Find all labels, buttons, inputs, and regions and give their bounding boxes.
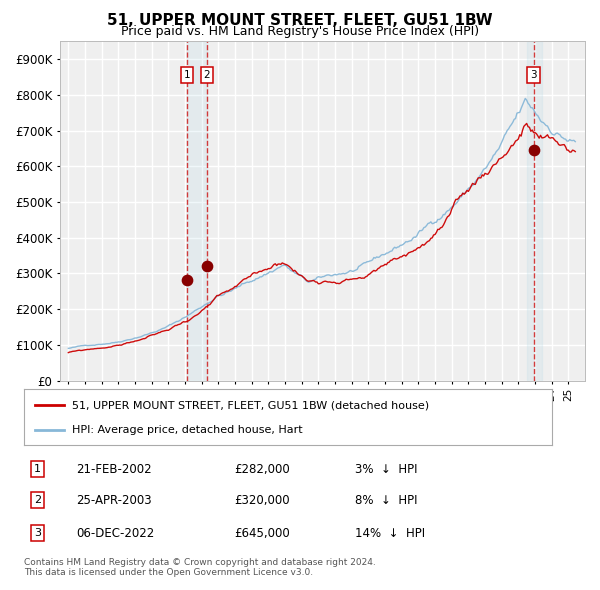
Point xyxy=(529,146,538,155)
Text: 14%  ↓  HPI: 14% ↓ HPI xyxy=(355,526,425,540)
Text: 51, UPPER MOUNT STREET, FLEET, GU51 1BW: 51, UPPER MOUNT STREET, FLEET, GU51 1BW xyxy=(107,13,493,28)
Text: 2: 2 xyxy=(34,495,41,505)
Bar xyxy=(527,41,542,381)
Text: Price paid vs. HM Land Registry's House Price Index (HPI): Price paid vs. HM Land Registry's House … xyxy=(121,25,479,38)
Text: £645,000: £645,000 xyxy=(234,526,290,540)
Text: 8%  ↓  HPI: 8% ↓ HPI xyxy=(355,493,418,507)
Text: 3%  ↓  HPI: 3% ↓ HPI xyxy=(355,463,418,476)
Text: £282,000: £282,000 xyxy=(234,463,290,476)
Text: 06-DEC-2022: 06-DEC-2022 xyxy=(76,526,155,540)
Text: £320,000: £320,000 xyxy=(234,493,289,507)
Point xyxy=(182,275,192,284)
Text: Contains HM Land Registry data © Crown copyright and database right 2024.: Contains HM Land Registry data © Crown c… xyxy=(24,558,376,566)
Text: 1: 1 xyxy=(34,464,41,474)
Text: 3: 3 xyxy=(530,70,537,80)
Text: 51, UPPER MOUNT STREET, FLEET, GU51 1BW (detached house): 51, UPPER MOUNT STREET, FLEET, GU51 1BW … xyxy=(71,400,428,410)
Text: 25-APR-2003: 25-APR-2003 xyxy=(76,493,152,507)
Text: 21-FEB-2002: 21-FEB-2002 xyxy=(76,463,152,476)
Text: HPI: Average price, detached house, Hart: HPI: Average price, detached house, Hart xyxy=(71,425,302,435)
Bar xyxy=(187,41,207,381)
Text: This data is licensed under the Open Government Licence v3.0.: This data is licensed under the Open Gov… xyxy=(24,568,313,576)
Point xyxy=(202,261,212,271)
Text: 1: 1 xyxy=(184,70,190,80)
Text: 2: 2 xyxy=(203,70,211,80)
Text: 3: 3 xyxy=(34,528,41,538)
